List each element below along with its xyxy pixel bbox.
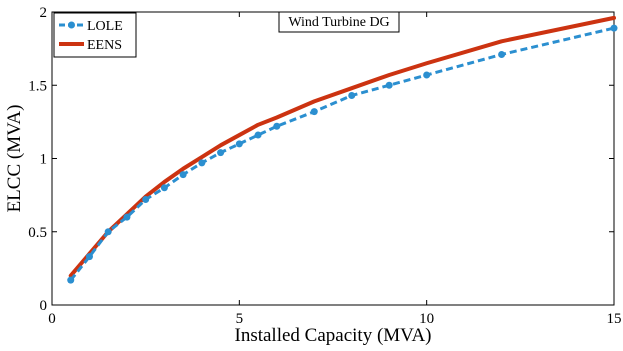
series-lole-line	[69, 26, 615, 282]
series-lole-point	[85, 253, 93, 261]
x-tick-label: 0	[48, 311, 56, 327]
y-axis-label: ELCC (MVA)	[4, 105, 25, 213]
x-tick-label: 15	[607, 311, 622, 327]
series-lole-point	[235, 140, 243, 148]
x-axis-label: Installed Capacity (MVA)	[235, 325, 432, 346]
series-eens-line	[68, 15, 616, 278]
legend: LOLE EENS	[53, 12, 137, 58]
series-lole-point	[123, 213, 131, 221]
series-lole-point	[273, 122, 281, 130]
series-lole-point	[348, 92, 356, 100]
y-tick-label: 2	[40, 5, 48, 21]
series-lole-point	[310, 108, 318, 116]
y-tick-label: 1.5	[28, 78, 47, 94]
annotation-box	[278, 11, 400, 33]
series-lole-point	[254, 131, 262, 139]
series-lole-point	[104, 228, 112, 236]
series-lole-point	[385, 81, 393, 89]
annotation-text: Wind Turbine DG	[288, 15, 389, 30]
series-lole-point	[179, 171, 187, 179]
series-lole-point	[67, 276, 75, 284]
chart-annotation: Wind Turbine DG	[278, 11, 400, 33]
legend-items: LOLE EENS	[59, 19, 123, 53]
y-tick-label: 0	[40, 298, 48, 314]
legend-box	[53, 12, 137, 58]
legend-lole-marker	[68, 21, 75, 29]
y-tick-label: 0.5	[28, 225, 47, 241]
series-layer	[67, 15, 618, 284]
legend-eens-label: EENS	[87, 38, 122, 53]
series-lole-point	[610, 24, 618, 32]
series-lole-point	[423, 71, 431, 79]
series-lole-point	[198, 159, 206, 167]
series-lole-point	[498, 50, 506, 58]
series-lole-point	[160, 184, 168, 192]
series-lole-point	[142, 196, 150, 204]
axis-ticks: 0 5 10 15 0 0.5 1 1.5 2	[28, 5, 621, 327]
series-lole-point	[217, 149, 225, 157]
x-tick-label: 5	[236, 311, 244, 327]
y-tick-label: 1	[40, 152, 48, 168]
legend-lole-label: LOLE	[87, 19, 123, 34]
x-tick-label: 10	[419, 311, 434, 327]
